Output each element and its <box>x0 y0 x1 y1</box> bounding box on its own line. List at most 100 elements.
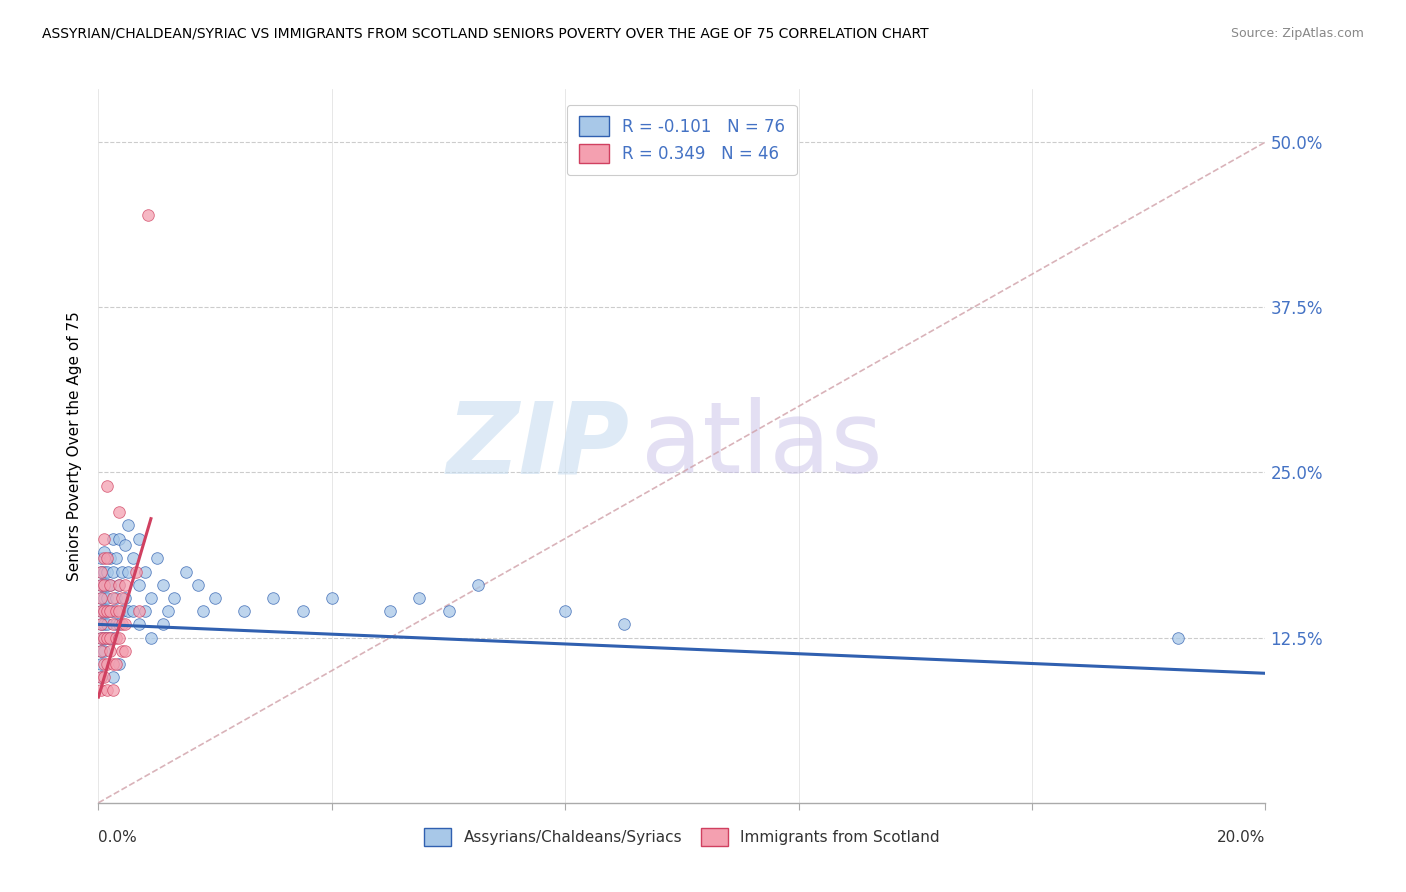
Point <box>96 631 118 645</box>
Point <box>101 591 124 605</box>
Point <box>437 604 460 618</box>
Point <box>93 604 115 618</box>
Point <box>117 518 139 533</box>
Point <box>93 604 115 618</box>
Point <box>93 631 115 645</box>
Point <box>111 565 134 579</box>
Point <box>128 532 150 546</box>
Point <box>187 578 209 592</box>
Point <box>90 604 112 618</box>
Point <box>111 644 134 658</box>
Point <box>117 604 139 618</box>
Point <box>90 670 112 684</box>
Text: 20.0%: 20.0% <box>1218 830 1265 845</box>
Point <box>122 551 145 566</box>
Point <box>90 644 112 658</box>
Point <box>108 617 131 632</box>
Point <box>93 578 115 592</box>
Point <box>98 631 121 645</box>
Point <box>93 617 115 632</box>
Point <box>93 644 115 658</box>
Point <box>101 657 124 671</box>
Point <box>96 683 118 698</box>
Point <box>104 591 127 605</box>
Point <box>139 631 162 645</box>
Point <box>146 551 169 566</box>
Point <box>90 578 112 592</box>
Point <box>114 578 136 592</box>
Point <box>174 565 197 579</box>
Point <box>98 604 121 618</box>
Point <box>114 538 136 552</box>
Point <box>96 551 118 566</box>
Text: ASSYRIAN/CHALDEAN/SYRIAC VS IMMIGRANTS FROM SCOTLAND SENIORS POVERTY OVER THE AG: ASSYRIAN/CHALDEAN/SYRIAC VS IMMIGRANTS F… <box>42 27 929 41</box>
Point <box>93 657 115 671</box>
Point <box>101 631 124 645</box>
Point <box>408 591 430 605</box>
Point <box>262 591 284 605</box>
Point <box>108 505 131 519</box>
Point <box>93 545 115 559</box>
Point <box>193 604 215 618</box>
Point <box>96 604 118 618</box>
Point <box>90 591 112 605</box>
Point <box>101 617 124 632</box>
Point <box>101 604 124 618</box>
Text: 0.0%: 0.0% <box>98 830 138 845</box>
Point <box>90 591 112 605</box>
Point <box>114 591 136 605</box>
Point <box>98 551 121 566</box>
Text: atlas: atlas <box>641 398 883 494</box>
Point <box>134 565 156 579</box>
Point <box>90 631 112 645</box>
Point <box>612 617 634 632</box>
Point <box>291 604 314 618</box>
Point <box>93 551 115 566</box>
Point <box>101 532 124 546</box>
Point <box>98 644 121 658</box>
Point <box>163 591 186 605</box>
Point <box>93 565 115 579</box>
Point <box>233 604 256 618</box>
Point <box>111 604 134 618</box>
Point <box>125 565 148 579</box>
Point <box>321 591 343 605</box>
Point <box>90 617 112 632</box>
Point <box>108 532 131 546</box>
Point <box>90 578 112 592</box>
Point <box>204 591 226 605</box>
Point <box>111 617 134 632</box>
Point <box>134 604 156 618</box>
Point <box>90 565 112 579</box>
Point <box>90 617 112 632</box>
Legend: Assyrians/Chaldeans/Syriacs, Immigrants from Scotland: Assyrians/Chaldeans/Syriacs, Immigrants … <box>418 822 946 852</box>
Point <box>90 683 112 698</box>
Point <box>96 617 118 632</box>
Point <box>554 604 576 618</box>
Point <box>90 604 112 618</box>
Y-axis label: Seniors Poverty Over the Age of 75: Seniors Poverty Over the Age of 75 <box>67 311 83 581</box>
Point <box>90 657 112 671</box>
Point <box>380 604 402 618</box>
Point <box>139 591 162 605</box>
Point <box>96 604 118 618</box>
Text: ZIP: ZIP <box>446 398 630 494</box>
Point <box>96 478 118 492</box>
Point <box>104 657 127 671</box>
Point <box>128 617 150 632</box>
Point <box>96 631 118 645</box>
Point <box>98 631 121 645</box>
Point <box>128 578 150 592</box>
Point <box>98 578 121 592</box>
Point <box>157 604 180 618</box>
Point <box>90 565 112 579</box>
Point <box>104 604 127 618</box>
Point <box>93 578 115 592</box>
Point <box>108 657 131 671</box>
Point <box>114 644 136 658</box>
Point <box>128 604 150 618</box>
Point <box>136 208 159 222</box>
Point <box>93 670 115 684</box>
Point <box>114 617 136 632</box>
Point <box>90 670 112 684</box>
